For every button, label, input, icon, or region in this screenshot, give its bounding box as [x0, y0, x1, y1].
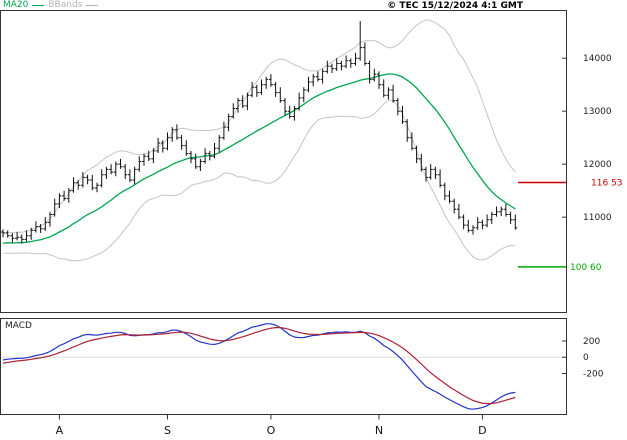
signal-line [2, 327, 516, 405]
price-tick-label: 14000 [583, 54, 612, 64]
month-label: O [267, 424, 276, 437]
month-label: S [164, 424, 171, 437]
month-label: D [478, 424, 486, 437]
legend-ma20-label: MA20 [3, 0, 29, 10]
macd-tick-label: 200 [583, 337, 600, 347]
macd-panel-label: MACD [5, 321, 32, 331]
month-label: A [56, 424, 64, 437]
copyright-text: © TEC 15/12/2024 4:1 GMT [387, 1, 523, 11]
macd-tick-label: 0 [583, 353, 589, 363]
month-label: N [375, 424, 383, 437]
macd-line [2, 323, 516, 410]
legend: MA20 BBands [3, 0, 99, 10]
price-tick-label: 13000 [583, 107, 612, 117]
ohlc-bars [1, 21, 518, 244]
ma20-line [2, 73, 516, 244]
price-frame [0, 10, 567, 313]
legend-bbands-label: BBands [48, 0, 83, 10]
support-line-label: 100 60 [570, 263, 602, 273]
bollinger-lower [2, 99, 516, 262]
macd-frame [0, 318, 567, 415]
price-tick-label: 11000 [583, 213, 612, 223]
ma20-line-swatch [32, 5, 45, 6]
bbands-line-swatch [86, 5, 99, 6]
bollinger-upper [2, 19, 516, 234]
resistance-line-label: 116 53 [591, 179, 623, 189]
price-tick-label: 12000 [583, 160, 612, 170]
macd-tick-label: -200 [583, 370, 604, 380]
